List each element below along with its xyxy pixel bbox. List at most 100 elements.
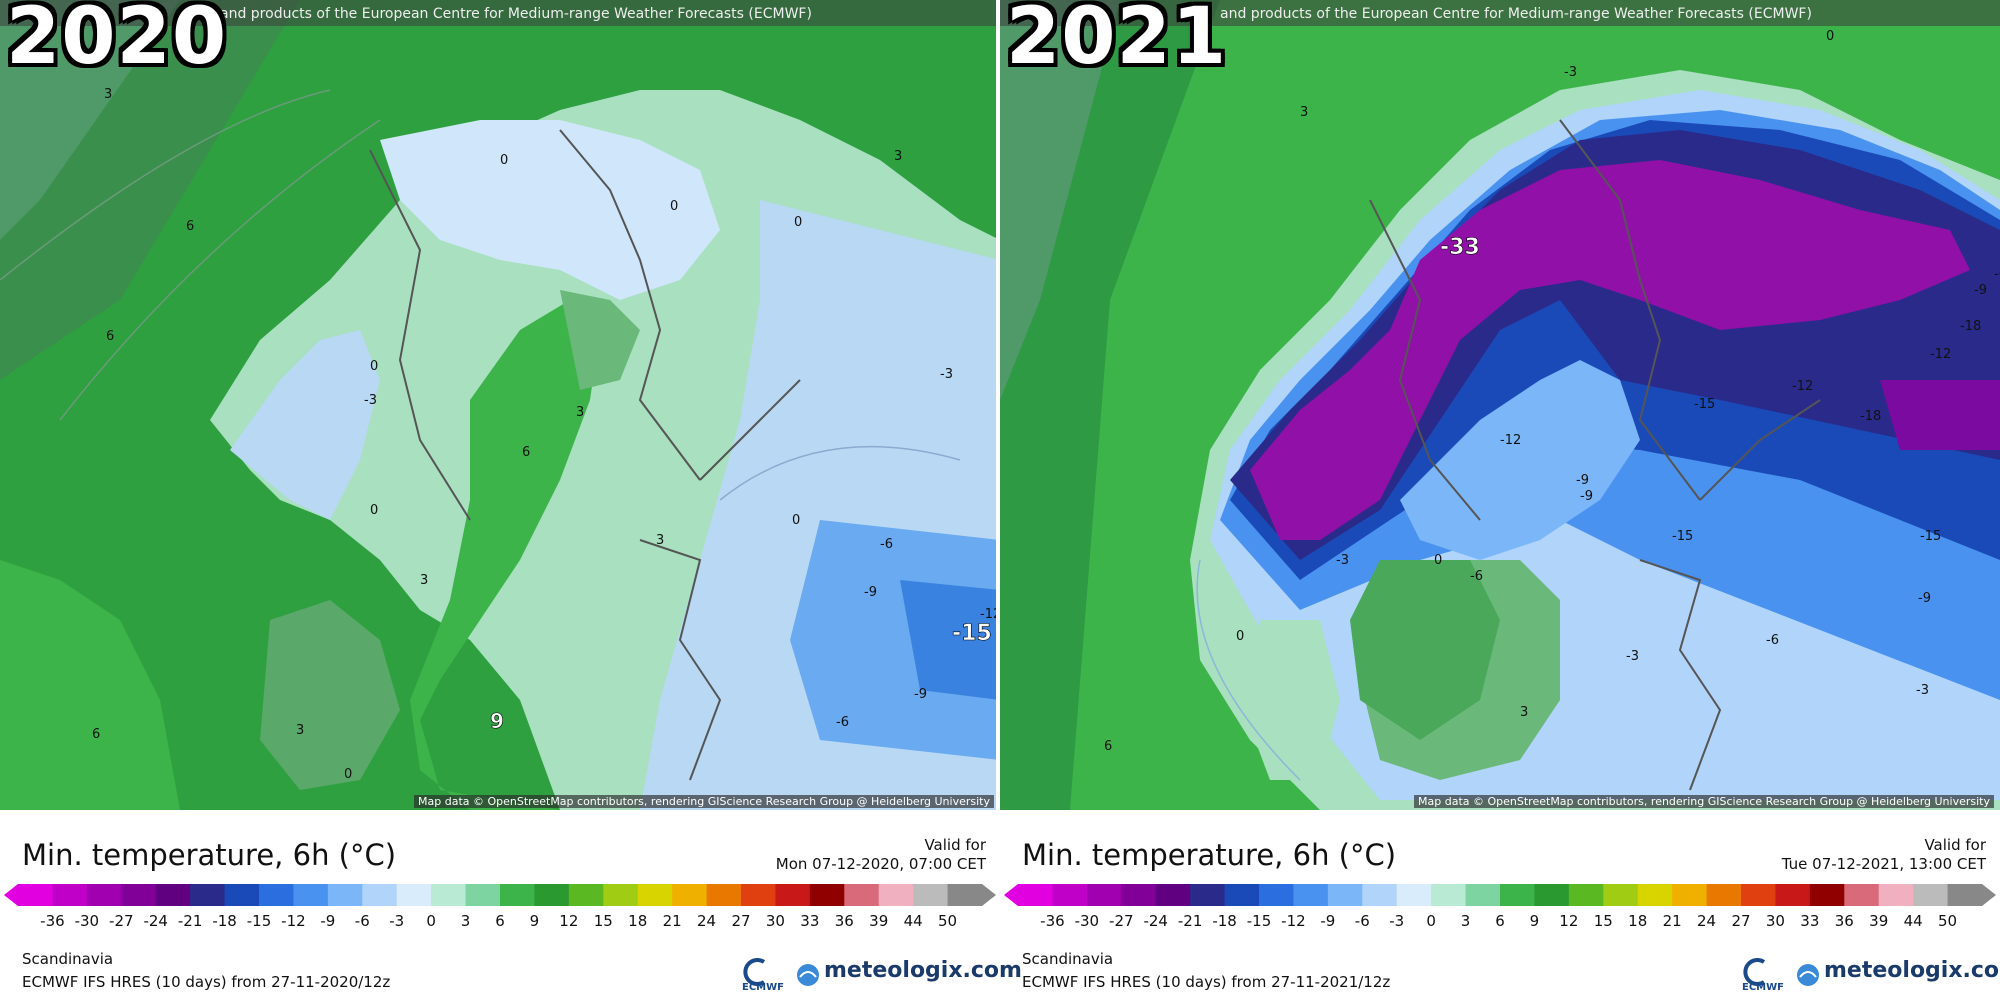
colorbar-segment — [86, 884, 122, 906]
colorbar-segment — [809, 884, 845, 906]
colorbar-tick-label: -30 — [1074, 912, 1100, 930]
valid-label: Valid for — [1924, 836, 1986, 854]
colorbar-segment — [1603, 884, 1639, 906]
colorbar-tick-label: 3 — [460, 912, 471, 930]
contour-label: -6 — [880, 537, 893, 552]
colorbar-tick-label: 15 — [1593, 912, 1613, 930]
colorbar-segment — [327, 884, 363, 906]
meteologix-brand[interactable]: meteologix.com — [824, 958, 1022, 983]
contour-label: -3 — [1916, 683, 1929, 698]
contour-label: -15 — [1694, 397, 1715, 412]
colorbar-tick-label: 24 — [1697, 912, 1717, 930]
colorbar-arrow-left — [1004, 884, 1018, 906]
contour-label: -3 — [1336, 553, 1349, 568]
colorbar-tick-label: 12 — [559, 912, 579, 930]
colorbar-tick-label: -21 — [1177, 912, 1203, 930]
colorbar-tick-label: 15 — [593, 912, 613, 930]
colorbar-tick-label: 30 — [1765, 912, 1785, 930]
colorbar-tick-label: 50 — [938, 912, 958, 930]
contour-label: 6 — [186, 219, 194, 234]
ecmwf-logo-text: ECMWF — [1742, 982, 1784, 993]
contour-label: 3 — [420, 573, 428, 588]
colorbar-tick-label: -30 — [74, 912, 100, 930]
colorbar-ticks: -36 -30 -27 -24 -21 -18 -15 -12 -9 -6 -3 0 3 6 9 12 15 18… — [0, 912, 1000, 934]
contour-label: -3 — [1626, 649, 1639, 664]
contour-label: 0 — [344, 767, 352, 782]
colorbar-segment — [1706, 884, 1742, 906]
colorbar-tick-label: 6 — [495, 912, 505, 930]
colorbar-segment — [1224, 884, 1260, 906]
colorbar-segment — [1809, 884, 1845, 906]
colorbar-arrow-right — [1982, 884, 1996, 906]
colorbar-tick-label: 6 — [1495, 912, 1505, 930]
contour-label: 3 — [1300, 105, 1308, 120]
colorbar-tick-label: -18 — [1212, 912, 1237, 930]
colorbar-tick-label: -21 — [177, 912, 203, 930]
contour-label: -18 — [1860, 409, 1881, 424]
colorbar-segment — [121, 884, 157, 906]
colorbar-arrow-right — [982, 884, 996, 906]
colorbar-segment — [1259, 884, 1294, 906]
colorbar-tick-label: 18 — [1628, 912, 1648, 930]
contour-label: 3 — [576, 405, 584, 420]
colorbar-tick-label: -27 — [109, 912, 134, 930]
temperature-map: 3 -3 0 -33 -9 -6 -12 -18 -15 -9 -12 -15 … — [1000, 0, 2000, 810]
contour-label: 0 — [500, 153, 508, 168]
colorbar-segment — [1327, 884, 1363, 906]
colorbar-segment — [1362, 884, 1398, 906]
colorbar-segment — [224, 884, 260, 906]
contour-label: -9 — [1580, 489, 1593, 504]
contour-label: -15 — [1920, 529, 1941, 544]
colorbar-segment — [1293, 884, 1329, 906]
colorbar-ticks: -36 -30 -27 -24 -21 -18 -15 -12 -9 -6 -3 0 3 6 9 12 15 18… — [1000, 912, 2000, 934]
colorbar-segment — [1775, 884, 1811, 906]
colorbar-tick-label: 30 — [765, 912, 785, 930]
contour-label: 0 — [370, 359, 378, 374]
colorbar — [4, 884, 996, 906]
contour-label: -3 — [940, 367, 953, 382]
colorbar-segment — [1741, 884, 1776, 906]
year-label: 2021 — [1006, 0, 1228, 82]
panel-2020: 3 6 6 0 0 0 3 0 -3 3 6 0 3 3 0 -3 -6 -9 … — [0, 0, 1022, 993]
colorbar-tick-label: -36 — [40, 912, 65, 930]
map-attribution[interactable]: Map data © OpenStreetMap contributors, r… — [1414, 795, 1994, 808]
colorbar-arrow-left — [4, 884, 18, 906]
colorbar-segment — [155, 884, 191, 906]
colorbar-segment — [878, 884, 914, 906]
colorbar-segment — [1155, 884, 1191, 906]
contour-label: -6 — [1470, 569, 1483, 584]
map-attribution[interactable]: Map data © OpenStreetMap contributors, r… — [414, 795, 994, 808]
colorbar-segment — [396, 884, 432, 906]
contour-label: 3 — [894, 149, 902, 164]
colorbar-segment — [259, 884, 294, 906]
model-run-label: ECMWF IFS HRES (10 days) from 27-11-2020… — [22, 973, 391, 991]
colorbar-segment — [947, 884, 983, 906]
colorbar-tick-label: -24 — [1143, 912, 1168, 930]
colorbar-tick-label: -15 — [246, 912, 272, 930]
contour-label: -3 — [1564, 65, 1577, 80]
contour-label: -12 — [1792, 379, 1813, 394]
colorbar-segment — [1534, 884, 1570, 906]
colorbar-tick-label: 36 — [1834, 912, 1854, 930]
contour-label: -18 — [1960, 319, 1981, 334]
colorbar-tick-label: 50 — [1938, 912, 1958, 930]
colorbar-segment — [18, 884, 53, 906]
colorbar-segment — [293, 884, 329, 906]
contour-label: 0 — [370, 503, 378, 518]
colorbar-segment — [1913, 884, 1949, 906]
meteologix-brand[interactable]: meteologix.com — [1824, 958, 2000, 983]
contour-label: 0 — [794, 215, 802, 230]
contour-label: -9 — [914, 687, 927, 702]
contour-label: 3 — [1520, 705, 1528, 720]
map-2021[interactable]: 3 -3 0 -33 -9 -6 -12 -18 -15 -9 -12 -15 … — [1000, 0, 2000, 810]
colorbar-tick-label: 39 — [869, 912, 889, 930]
colorbar-segment — [1190, 884, 1226, 906]
colorbar-tick-label: 44 — [1903, 912, 1923, 930]
colorbar-segment — [1672, 884, 1708, 906]
colorbar-segment — [362, 884, 398, 906]
region-label: Scandinavia — [22, 950, 114, 968]
map-2020[interactable]: 3 6 6 0 0 0 3 0 -3 3 6 0 3 3 0 -3 -6 -9 … — [0, 0, 1000, 810]
contour-label: -6 — [1994, 267, 2000, 282]
colorbar-tick-label: 0 — [1426, 912, 1436, 930]
contour-label: 3 — [104, 87, 112, 102]
